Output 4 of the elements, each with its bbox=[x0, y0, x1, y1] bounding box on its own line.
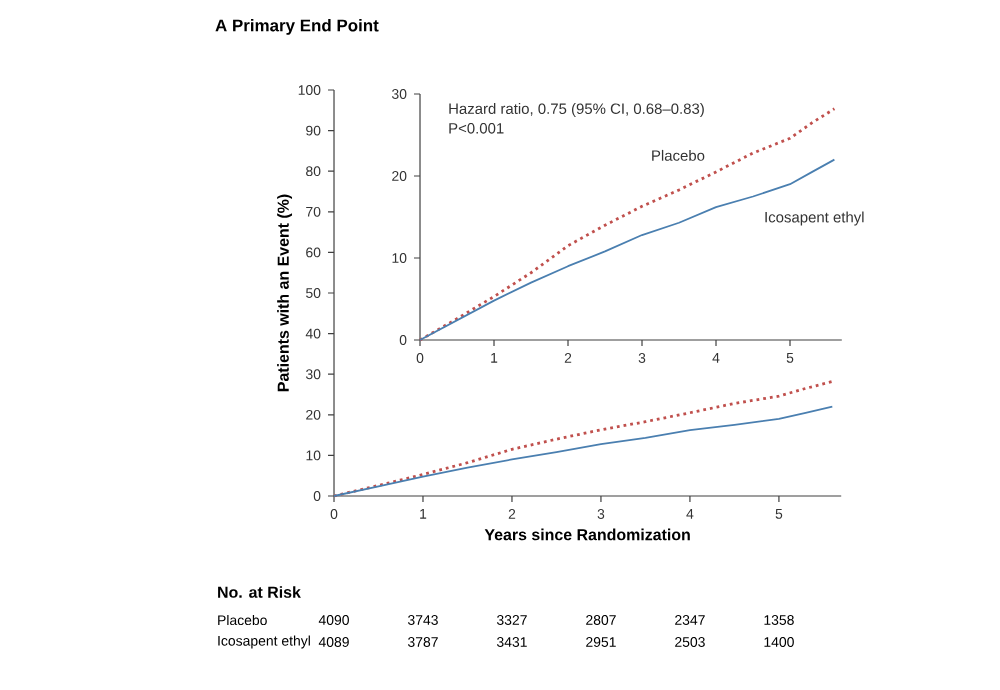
line-series bbox=[418, 107, 836, 342]
line-series bbox=[333, 405, 834, 497]
chart-title: A Primary End Point bbox=[215, 19, 379, 35]
line-series bbox=[332, 380, 834, 498]
